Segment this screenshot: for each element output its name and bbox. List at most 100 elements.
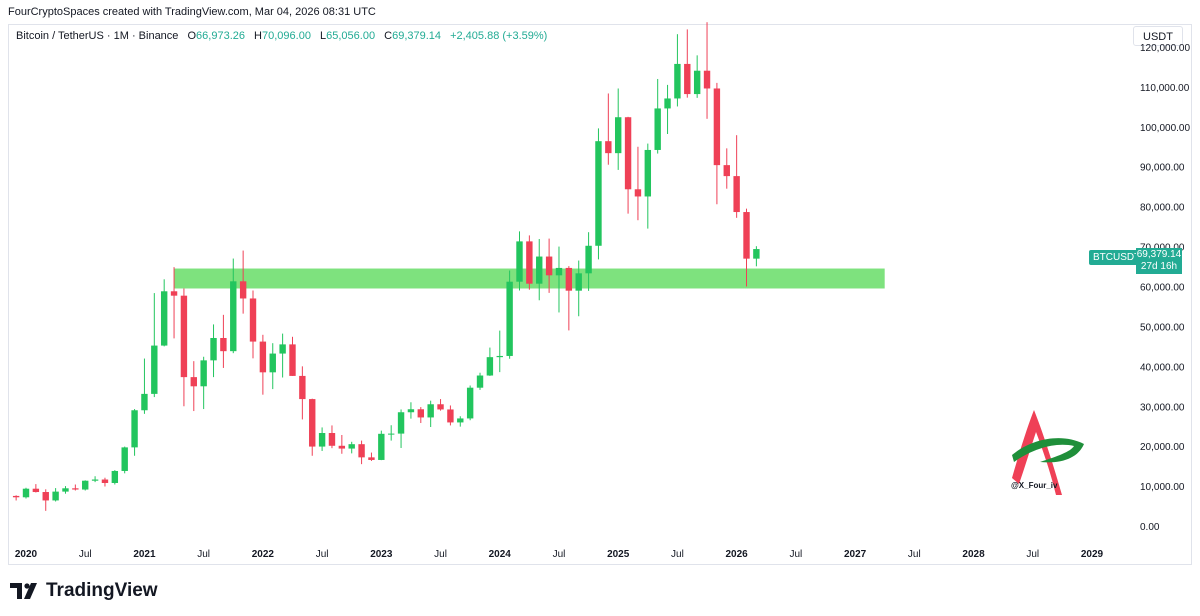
x-tick-label: 2028 [962, 549, 985, 560]
candle-body [101, 479, 109, 483]
open-value: 66,973.26 [196, 30, 245, 42]
x-tick-label: Jul [1026, 549, 1039, 560]
candle-body [368, 457, 375, 460]
candle-body [318, 433, 326, 447]
y-tick-label: 80,000.00 [1140, 203, 1185, 214]
candle-body [230, 281, 237, 352]
x-tick-label: Jul [908, 549, 921, 560]
candle-body [220, 337, 227, 352]
x-tick-label: 2023 [370, 549, 393, 560]
y-tick-label: 100,000.00 [1140, 123, 1190, 134]
candle-body [526, 241, 533, 284]
x-tick-label: 2027 [844, 549, 867, 560]
candle-body [279, 344, 286, 354]
close-value: 69,379.14 [392, 30, 442, 42]
x-tick-label: 2021 [133, 549, 156, 560]
ohlc-legend: Bitcoin / TetherUS · 1M · Binance O66,97… [16, 30, 547, 42]
candle-body [624, 117, 632, 190]
candle-body [654, 108, 661, 150]
x-tick-label: Jul [316, 549, 329, 560]
x-tick-label: Jul [434, 549, 447, 560]
y-tick-label: 10,000.00 [1140, 482, 1185, 493]
candle-body [417, 409, 424, 418]
candle-body [210, 337, 217, 361]
candle-body [249, 298, 257, 342]
last-price-value: 69,379.14 [1136, 249, 1182, 260]
candle-body [713, 88, 721, 166]
x-tick-label: 2025 [607, 549, 630, 560]
candle-body [131, 410, 138, 448]
symbol-name[interactable]: Bitcoin / TetherUS · 1M · Binance [16, 30, 179, 42]
tradingview-logo-icon [10, 583, 37, 599]
candle-body [684, 63, 691, 95]
y-tick-label: 30,000.00 [1140, 402, 1185, 413]
candle-body [427, 404, 434, 418]
candle-body [348, 444, 355, 449]
candle-body [634, 189, 642, 197]
candle-body [239, 281, 247, 299]
candle-body [605, 141, 612, 154]
candle-body [190, 377, 197, 387]
y-tick-label: 60,000.00 [1140, 282, 1185, 293]
x-tick-label: 2020 [15, 549, 38, 560]
y-tick-label: 120,000.00 [1140, 43, 1190, 54]
candle-body [42, 492, 49, 501]
candle-body [476, 375, 484, 388]
candle-body [52, 491, 59, 501]
candle-body [289, 344, 296, 376]
candle-body [269, 353, 276, 373]
candle-body [733, 176, 740, 213]
last-price-label: 69,379.14 27d 16h [1136, 248, 1182, 274]
y-tick-label: 40,000.00 [1140, 362, 1185, 373]
x-tick-label: Jul [553, 549, 566, 560]
candle-body [358, 444, 365, 458]
candle-body [545, 256, 553, 276]
candle-body [753, 249, 760, 259]
x-tick-label: 2029 [1081, 549, 1104, 560]
candle-body [91, 479, 99, 481]
watermark-swoosh-icon [1012, 438, 1084, 463]
y-tick-label: 50,000.00 [1140, 322, 1185, 333]
candle-body [180, 295, 188, 378]
candle-body [387, 433, 395, 435]
open-label: O [187, 30, 197, 42]
candle-body [457, 418, 464, 423]
x-tick-label: Jul [789, 549, 802, 560]
candle-body [338, 445, 346, 449]
y-tick-label: 110,000.00 [1140, 83, 1190, 94]
candle-body [407, 409, 415, 413]
candle-body [595, 141, 602, 246]
candle-body [693, 70, 701, 95]
candle-body [160, 291, 168, 346]
candle-body [328, 433, 336, 446]
chart-credit: FourCryptoSpaces created with TradingVie… [8, 6, 376, 18]
candle-body [516, 241, 523, 282]
currency-selector[interactable]: USDT [1133, 26, 1183, 46]
candle-body [486, 357, 494, 376]
low-label: L [320, 30, 327, 42]
x-tick-label: 2022 [252, 549, 275, 560]
candle-body [743, 212, 750, 259]
high-value: 70,096.00 [262, 30, 311, 42]
candle-body [299, 375, 306, 400]
candle-body [141, 393, 148, 411]
candle-body [62, 488, 69, 492]
candle-body [170, 291, 178, 296]
tradingview-logo[interactable]: TradingView [10, 580, 158, 602]
candle-body [496, 355, 503, 358]
y-tick-label: 0.00 [1140, 522, 1160, 533]
low-value: 65,056.00 [326, 30, 376, 42]
x-tick-label: Jul [671, 549, 684, 560]
change-value: +2,405.88 (+3.59%) [450, 30, 548, 42]
watermark-handle: @X_Four_iv [1011, 481, 1058, 490]
candle-body [536, 256, 543, 284]
x-tick-label: Jul [79, 549, 92, 560]
candle-body [565, 267, 573, 291]
candle-body [111, 470, 119, 483]
candle-body [378, 433, 385, 460]
candle-body [703, 70, 711, 89]
high-label: H [254, 30, 262, 42]
ticker-badge: BTCUSDT [1089, 250, 1145, 265]
chart-frame [8, 24, 1192, 565]
